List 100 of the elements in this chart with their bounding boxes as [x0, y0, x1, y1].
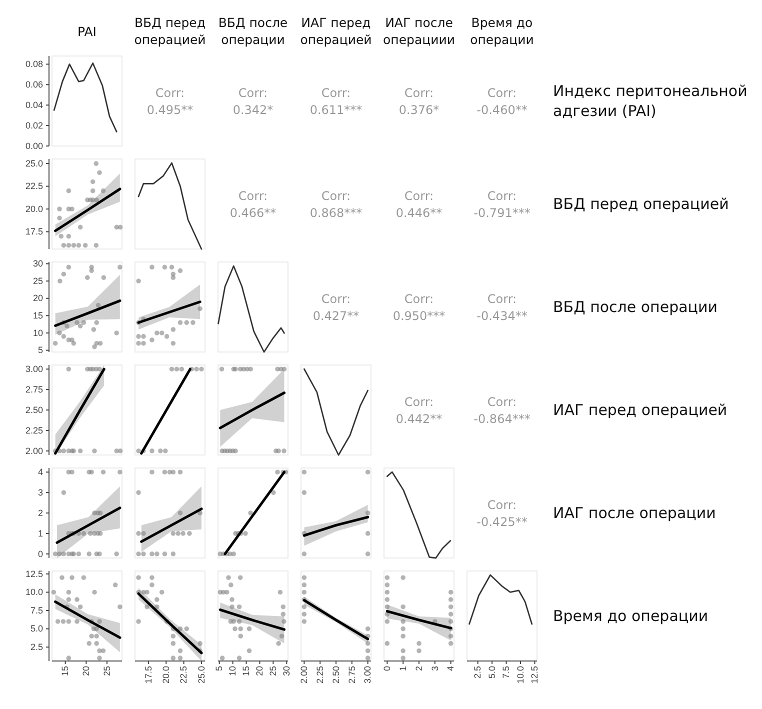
point	[170, 470, 176, 474]
point	[97, 552, 102, 556]
text: ВБД перед операцией	[134, 15, 206, 47]
point	[448, 597, 454, 602]
point	[86, 552, 92, 556]
text: Corr:	[404, 86, 434, 100]
text: Corr:	[404, 395, 434, 409]
point	[58, 278, 62, 284]
point	[365, 641, 370, 646]
point	[55, 619, 60, 624]
point	[232, 626, 238, 632]
x-tick-label: 1	[398, 666, 408, 672]
point	[365, 648, 370, 654]
point	[384, 597, 390, 602]
text: Corr:	[487, 189, 517, 203]
point	[302, 552, 307, 556]
text: ИАГ перед операцией	[553, 401, 728, 419]
y-tick-label: 12.5	[25, 568, 43, 579]
y-tick-label: 10.0	[25, 587, 43, 598]
point	[365, 470, 370, 474]
text: Время до операции	[470, 15, 534, 47]
y-tick-label: 0.04	[25, 100, 43, 110]
point	[159, 590, 164, 595]
point	[243, 531, 248, 536]
point	[170, 275, 176, 280]
point	[61, 272, 66, 277]
text: ИАГ перед операцией	[300, 15, 372, 47]
text: Corr:	[321, 189, 351, 203]
point	[384, 590, 390, 595]
point	[97, 170, 102, 176]
y-tick-label: 5.0	[30, 624, 43, 634]
text: 0.495**	[146, 103, 194, 117]
point	[302, 590, 307, 595]
point	[61, 334, 66, 339]
point	[228, 582, 234, 588]
point	[74, 619, 80, 624]
x-tick-label: 25	[268, 666, 278, 676]
x-tick-label: 15	[241, 666, 252, 676]
point	[57, 552, 62, 556]
point	[76, 242, 82, 248]
text: -0.460**	[476, 103, 528, 117]
point	[76, 552, 82, 556]
point	[141, 552, 146, 556]
x-tick-label: 25	[102, 666, 112, 676]
point	[136, 334, 141, 339]
text: 0.342*	[232, 103, 274, 117]
point	[94, 161, 99, 166]
point	[198, 306, 202, 312]
point	[187, 531, 192, 536]
point	[154, 597, 160, 602]
y-tick-label: 2.5	[30, 642, 43, 652]
point	[400, 656, 406, 660]
point	[178, 470, 183, 474]
point	[85, 275, 90, 280]
point	[190, 320, 196, 325]
y-tick-label: 15	[32, 310, 43, 321]
point	[91, 327, 96, 332]
point	[178, 510, 183, 516]
point	[98, 340, 103, 346]
x-tick-label: 12.5	[530, 666, 540, 684]
point	[184, 320, 190, 325]
text: 0.466**	[230, 206, 276, 220]
point	[220, 656, 225, 660]
point	[276, 641, 281, 646]
point	[60, 619, 66, 624]
x-tick-label: 2.00	[299, 666, 310, 684]
point	[88, 531, 93, 536]
point	[302, 604, 307, 610]
point	[66, 242, 72, 248]
point	[154, 604, 160, 610]
x-tick-label: 20.0	[160, 666, 171, 684]
point	[164, 334, 170, 339]
point	[271, 490, 276, 495]
point	[170, 531, 176, 536]
line-series	[53, 62, 118, 132]
point	[150, 337, 154, 342]
point	[52, 340, 58, 346]
point	[448, 590, 454, 595]
point	[150, 575, 154, 580]
y-tick-label: 0	[38, 548, 43, 559]
point	[416, 648, 422, 654]
point	[74, 597, 80, 602]
point	[66, 590, 72, 595]
point	[78, 224, 83, 230]
text: -0.791***	[474, 206, 530, 220]
x-tick-label: 10.0	[515, 666, 526, 684]
text: -0.425**	[476, 515, 528, 529]
text: 0.446**	[396, 206, 442, 220]
point	[90, 179, 96, 184]
point	[230, 604, 234, 610]
point	[66, 656, 72, 660]
y-tick-label: 0.02	[25, 120, 43, 130]
point	[302, 575, 307, 580]
point	[178, 656, 183, 660]
y-tick-label: 5	[38, 345, 43, 356]
point	[169, 264, 174, 270]
point	[96, 302, 101, 308]
point	[81, 320, 86, 325]
point	[170, 656, 176, 660]
point	[279, 634, 284, 639]
